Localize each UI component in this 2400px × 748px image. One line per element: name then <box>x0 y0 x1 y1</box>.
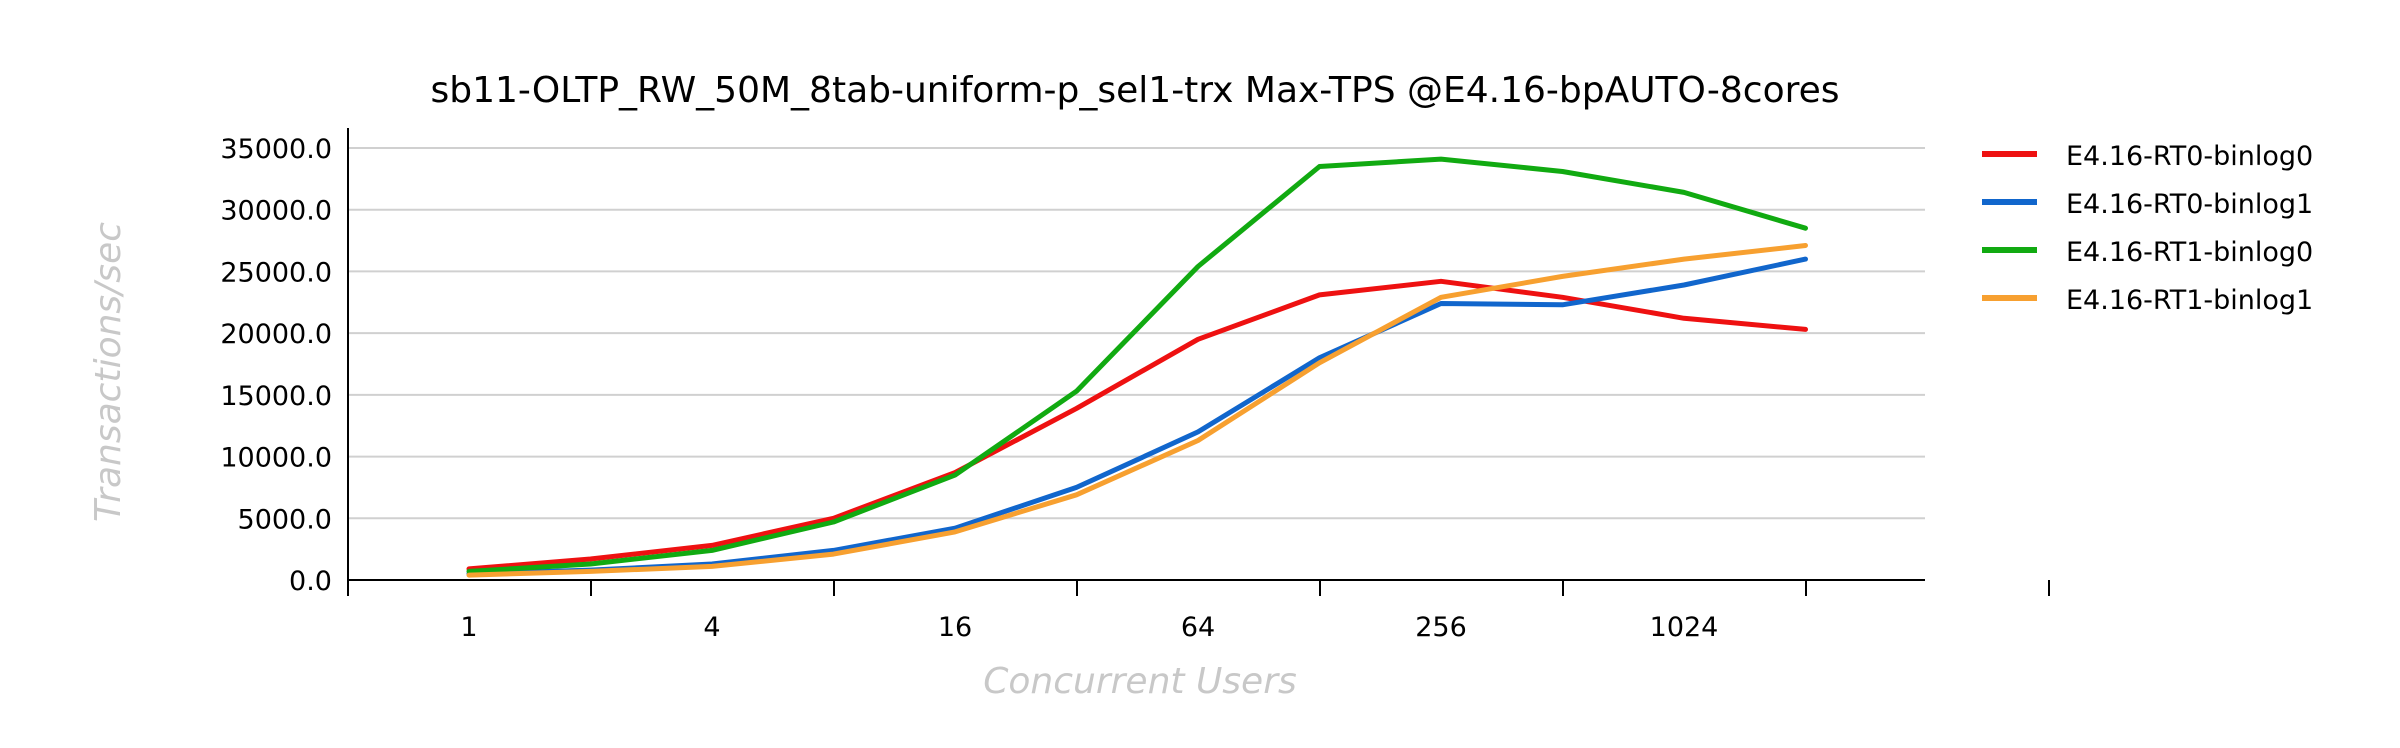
x-tick-label: 64 <box>1181 612 1215 643</box>
x-tick-label: 4 <box>703 612 720 643</box>
gridlines <box>348 147 1925 520</box>
x-tick-label: 1 <box>460 612 477 643</box>
series-line-E4.16-RT1-binlog0 <box>466 156 1808 574</box>
series-line-E4.16-RT0-binlog0 <box>466 278 1808 572</box>
legend-label: E4.16-RT1-binlog0 <box>2066 237 2313 268</box>
y-tick-label: 35000.0 <box>220 134 332 165</box>
legend: E4.16-RT0-binlog0 E4.16-RT0-binlog1 E4.16-… <box>1982 141 2313 316</box>
x-tick-label: 256 <box>1415 612 1467 643</box>
y-tick-label: 25000.0 <box>220 257 332 288</box>
x-tick-labels: 1 4 16 64 256 1024 <box>460 612 1718 643</box>
y-tick-labels: 0.0 5000.0 10000.0 15000.0 20000.0 25000.0 300… <box>220 134 332 597</box>
legend-label: E4.16-RT0-binlog1 <box>2066 189 2313 220</box>
x-tick-label: 1024 <box>1650 612 1719 643</box>
legend-label: E4.16-RT1-binlog1 <box>2066 285 2313 316</box>
y-tick-label: 30000.0 <box>220 196 332 227</box>
y-tick-label: 20000.0 <box>220 319 332 350</box>
series-line-E4.16-RT1-binlog1 <box>466 243 1808 578</box>
y-axis-title: Transactions/sec <box>88 222 129 522</box>
x-axis-title: Concurrent Users <box>983 661 1297 702</box>
legend-label: E4.16-RT0-binlog0 <box>2066 141 2313 172</box>
series-lines <box>466 156 1808 578</box>
y-tick-label: 5000.0 <box>238 504 332 535</box>
y-tick-label: 0.0 <box>289 566 332 597</box>
axes <box>347 128 2050 596</box>
chart-title: sb11-OLTP_RW_50M_8tab-uniform-p_sel1-trx… <box>430 70 1839 111</box>
x-tick-label: 16 <box>938 612 972 643</box>
y-tick-label: 15000.0 <box>220 381 332 412</box>
y-tick-label: 10000.0 <box>220 443 332 474</box>
